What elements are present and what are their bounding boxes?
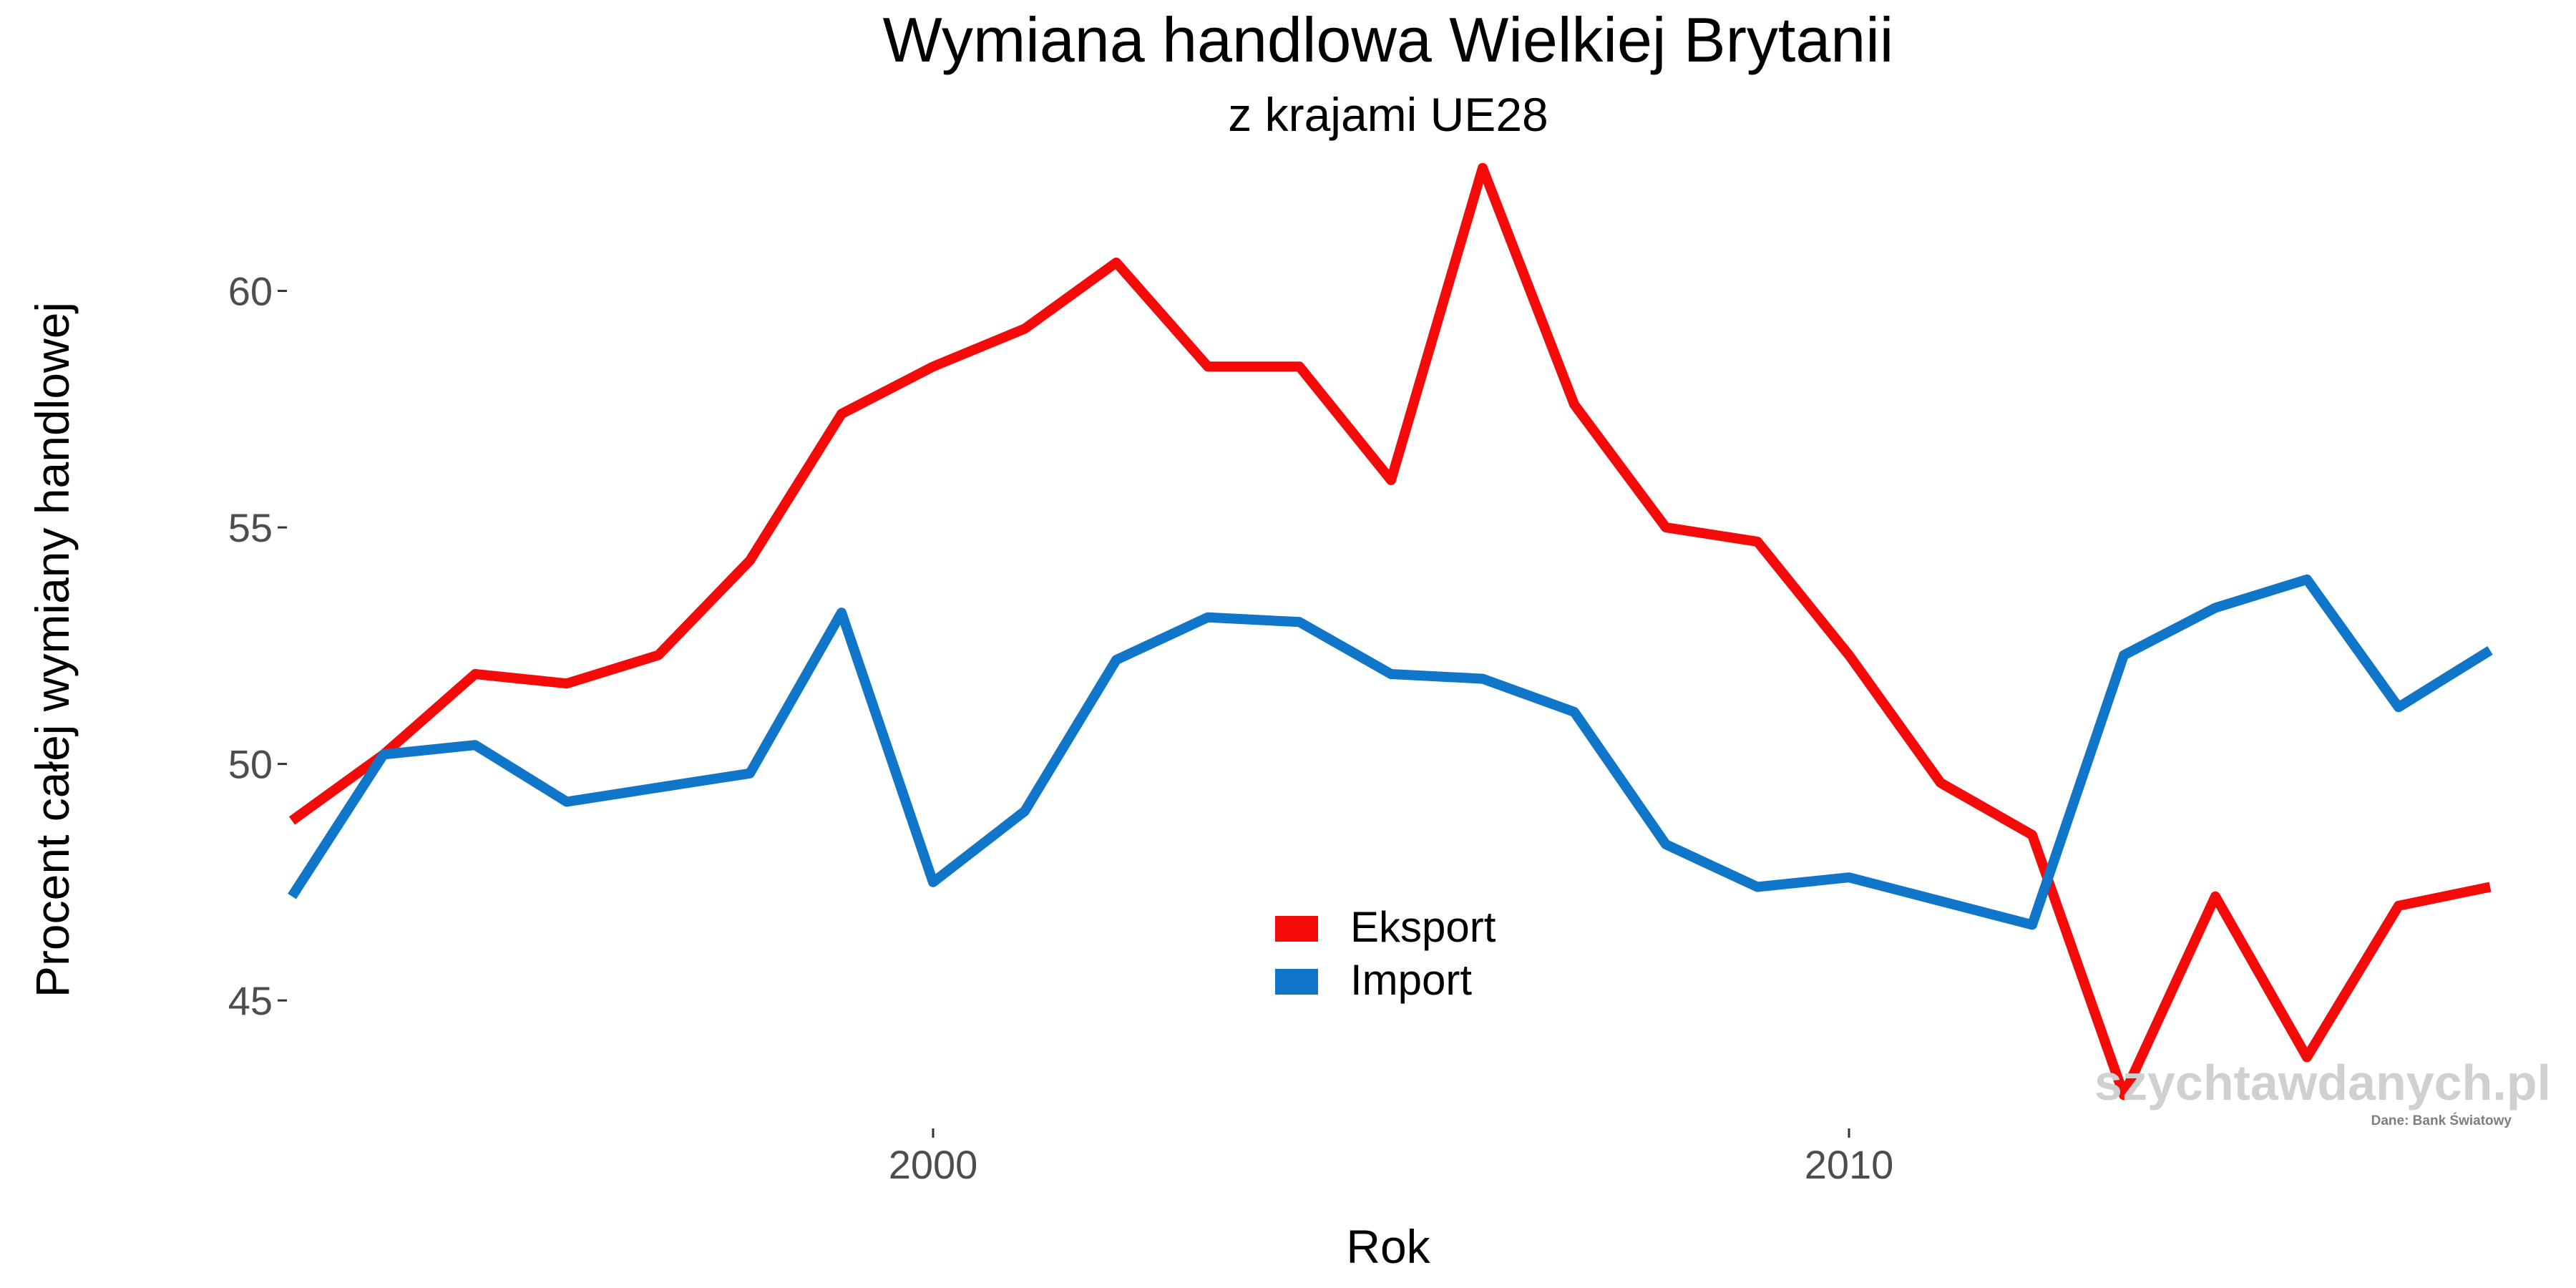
y-tick-label: 45 <box>228 978 273 1023</box>
y-tick-label: 55 <box>228 505 273 550</box>
x-tick-label: 2010 <box>1805 1142 1894 1187</box>
legend-swatch <box>1275 916 1318 942</box>
series-line-import <box>288 574 2493 930</box>
series-lines <box>288 162 2493 1101</box>
y-tick-label: 50 <box>228 742 273 787</box>
chart-title: Wymiana handlowa Wielkiej Brytanii <box>883 4 1894 75</box>
legend: Eksport Import <box>1275 903 1496 1004</box>
x-axis: 2000 2010 <box>889 1128 1894 1187</box>
y-axis: 45 50 55 60 <box>228 269 287 1023</box>
legend-label: Eksport <box>1350 903 1496 951</box>
x-tick-label: 2000 <box>889 1142 978 1187</box>
y-axis-title: Procent całej wymiany handlowej <box>26 302 79 997</box>
watermark-text: szychtawdanych.pl <box>2094 1055 2551 1111</box>
legend-swatch <box>1275 969 1318 995</box>
x-axis-title: Rok <box>1346 1220 1430 1273</box>
y-tick-label: 60 <box>228 269 273 314</box>
series-line-eksport <box>288 162 2492 1101</box>
chart-subtitle: z krajami UE28 <box>1228 88 1548 141</box>
source-note: Dane: Bank Światowy <box>2371 1113 2512 1128</box>
legend-label: Import <box>1350 956 1472 1004</box>
